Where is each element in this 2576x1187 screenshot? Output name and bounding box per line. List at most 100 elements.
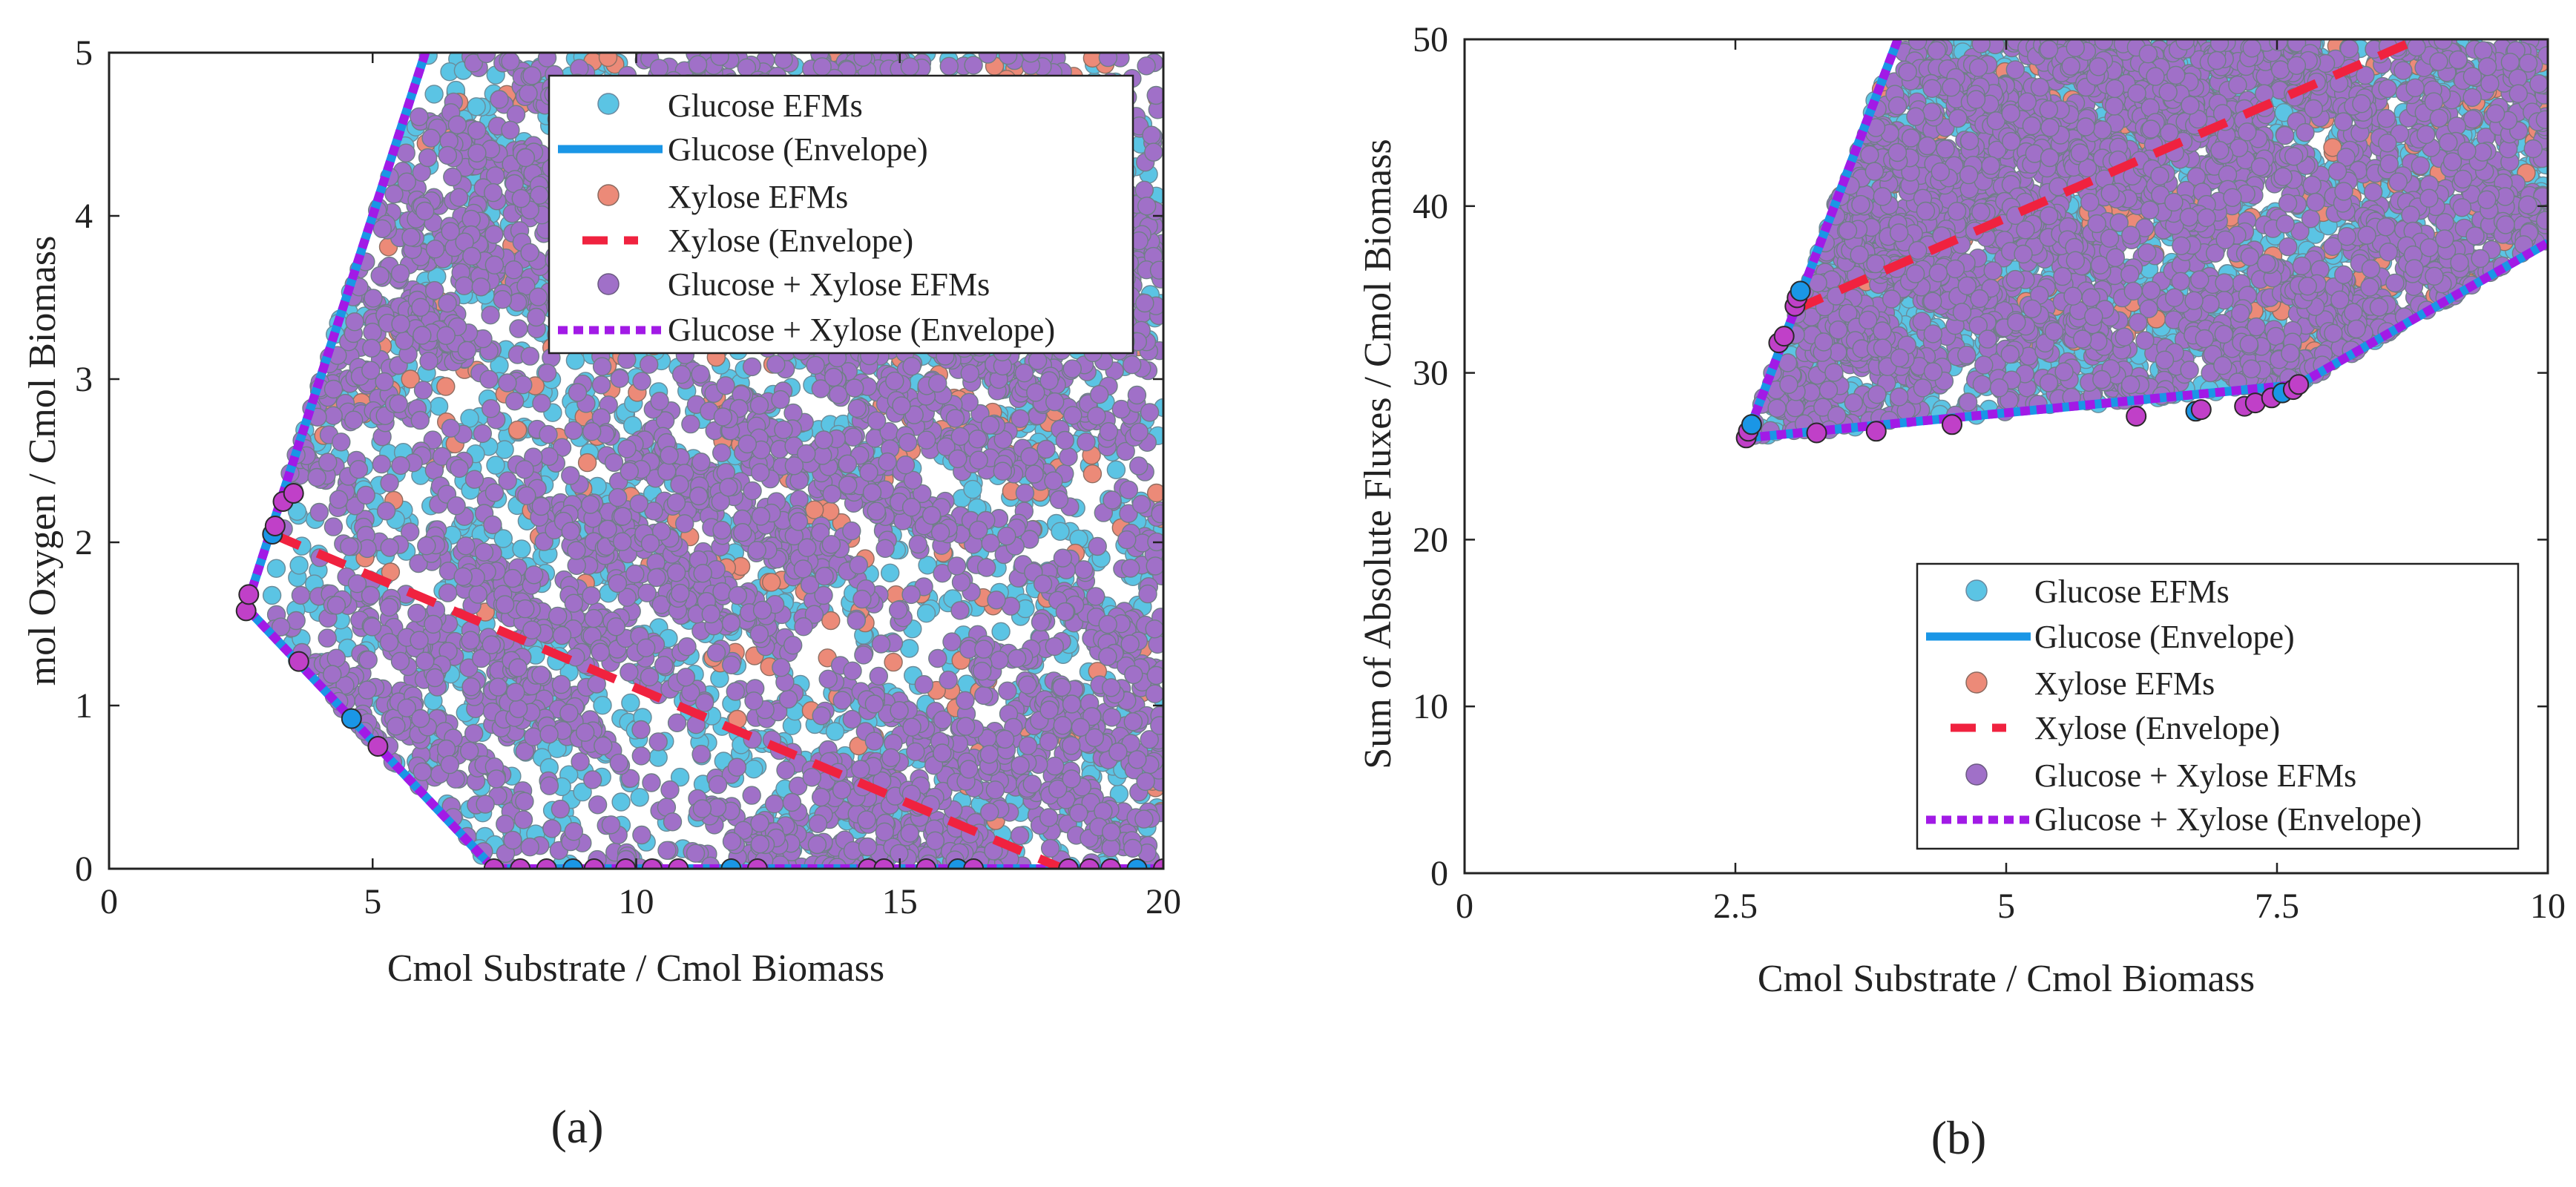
mixed-efm-point	[513, 375, 533, 395]
mixed-efm-point	[890, 701, 909, 720]
mixed-efm-point	[484, 483, 505, 502]
mixed-efm-point	[1036, 439, 1056, 459]
mixed-efm-point	[376, 502, 396, 521]
mixed-efm-point	[390, 263, 410, 283]
mixed-efm-point	[1099, 422, 1119, 441]
mixed-efm-point	[490, 90, 509, 109]
mixed-efm-point	[1062, 769, 1081, 789]
mixed-efm-point	[584, 608, 603, 628]
mixed-efm-point	[401, 228, 421, 247]
mixed-efm-point	[380, 473, 399, 493]
mixed-efm-point	[592, 357, 612, 376]
xylose-efm-point	[761, 573, 781, 592]
mixed-efm-point	[749, 395, 769, 415]
mixed-efm-point	[425, 240, 445, 259]
mixed-efm-point	[1044, 471, 1063, 490]
mixed-efm-point	[520, 243, 539, 263]
mixed-efm-point	[370, 266, 390, 286]
mixed-efm-point	[942, 632, 962, 651]
mixed-efm-point	[900, 823, 919, 843]
mixed-efm-point	[608, 573, 628, 594]
mixed-efm-point	[361, 361, 381, 380]
mixed-efm-point	[867, 502, 887, 521]
mixed-efm-point	[481, 306, 500, 325]
mixed-efm-point	[1059, 447, 1078, 467]
mixed-efm-point	[908, 534, 928, 554]
glucose-efm-point	[916, 604, 936, 623]
mixed-efm-point	[933, 710, 953, 729]
mixed-efm-point	[551, 674, 571, 694]
glucose-efm-point	[963, 479, 982, 499]
mixed-efm-point	[419, 352, 438, 371]
mixed-efm-point	[520, 346, 540, 366]
glucose-efm-point	[1106, 460, 1126, 479]
mixed-efm-point	[468, 585, 487, 604]
glucose-efm-point	[1051, 522, 1070, 541]
mixed-efm-point	[869, 666, 889, 686]
xylose-efm-point	[401, 369, 420, 389]
mixed-efm-point	[843, 661, 862, 680]
mixed-efm-point	[691, 744, 711, 764]
glucose-efm-point	[467, 97, 486, 116]
mixed-efm-point	[1069, 803, 1088, 823]
glucose-efm-point	[262, 585, 282, 605]
mixed-efm-point	[559, 703, 579, 723]
mixed-efm-point	[721, 614, 741, 633]
mixed-efm-point	[1015, 483, 1035, 503]
glucose-efm-point	[630, 788, 649, 807]
mixed-efm-point	[503, 830, 522, 850]
mixed-efm-point	[539, 424, 558, 444]
mixed-efm-point	[397, 172, 416, 191]
mixed-efm-point	[613, 507, 632, 526]
mixed-efm-point	[1131, 495, 1151, 514]
glucose-efm-point	[991, 622, 1011, 641]
mixed-efm-point	[793, 559, 813, 579]
mixed-efm-point	[691, 364, 710, 384]
glucose-efm-point	[670, 767, 690, 787]
mixed-efm-point	[482, 635, 501, 654]
mixed-efm-point	[484, 225, 504, 244]
mixed-efm-point	[513, 810, 533, 829]
mixed-efm-point	[396, 143, 415, 162]
mixed-efm-point	[927, 373, 947, 393]
glucose-efm-point	[424, 85, 444, 104]
mixed-efm-point	[686, 844, 706, 863]
mixed-efm-point	[939, 670, 958, 690]
mixed-efm-point	[413, 381, 433, 400]
mixed-efm-point	[1077, 433, 1096, 452]
mixed-efm-point	[1052, 677, 1071, 697]
mixed-efm-point	[454, 276, 474, 295]
mixed-efm-point	[712, 582, 732, 602]
glucose-efm-point	[611, 792, 631, 812]
mixed-efm-point	[764, 794, 784, 814]
mixed-efm-point	[326, 648, 346, 668]
mixed-efm-point	[1120, 559, 1140, 578]
mixed-efm-point	[363, 323, 382, 342]
mixed-efm-point	[487, 769, 506, 789]
mixed-efm-point	[660, 780, 680, 800]
mixed-efm-point	[482, 399, 501, 418]
mixed-efm-point	[519, 84, 538, 103]
mixed-efm-point	[722, 655, 741, 674]
mixed-efm-point	[631, 746, 651, 766]
mixed-efm-point	[1085, 587, 1105, 606]
mixed-efm-point	[829, 385, 848, 404]
mixed-efm-point	[888, 600, 908, 619]
mixed-efm-point	[742, 357, 762, 377]
mixed-efm-point	[318, 453, 338, 472]
mixed-efm-point	[1074, 560, 1094, 579]
mixed-efm-point	[948, 449, 967, 469]
mixed-efm-point	[847, 611, 867, 631]
mixed-efm-point	[591, 642, 610, 662]
mixed-efm-point	[604, 453, 624, 473]
mixed-efm-point	[649, 59, 668, 78]
mixed-efm-point	[410, 107, 429, 127]
mixed-efm-point	[608, 487, 628, 507]
mixed-efm-point	[567, 541, 586, 560]
mixed-efm-point	[418, 148, 438, 168]
mixed-efm-point	[640, 355, 659, 374]
mixed-efm-point	[1119, 480, 1139, 500]
mixed-efm-point	[539, 447, 559, 466]
mixed-efm-point	[776, 760, 795, 780]
